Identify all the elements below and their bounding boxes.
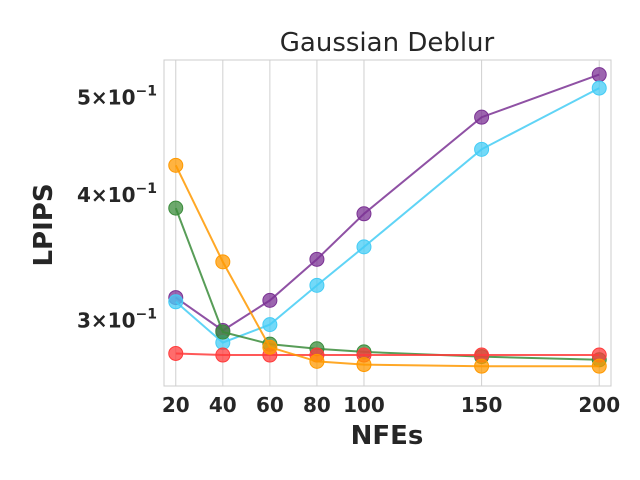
data-point: [356, 357, 372, 373]
data-point: [356, 239, 372, 255]
data-point: [474, 109, 490, 125]
data-point: [215, 254, 231, 270]
data-point: [262, 317, 278, 333]
data-point: [474, 141, 490, 157]
data-point: [309, 251, 325, 267]
y-tick-label: 4×10−1: [77, 181, 157, 207]
data-point: [591, 80, 607, 96]
data-point: [168, 294, 184, 310]
data-point: [356, 206, 372, 222]
x-tick-labels: 20 40 60 80 100 150 200: [162, 393, 620, 417]
x-tick-label: 150: [461, 393, 503, 417]
x-axis-label: NFEs: [351, 421, 424, 451]
data-point: [168, 200, 184, 216]
x-tick-label: 200: [578, 393, 620, 417]
y-axis-label: LPIPS: [29, 183, 59, 266]
series-5: [168, 157, 607, 374]
plot-area: [163, 59, 612, 387]
x-tick-label: 20: [162, 393, 190, 417]
data-point: [168, 345, 184, 361]
data-point: [168, 157, 184, 173]
data-point: [262, 339, 278, 355]
data-point: [591, 358, 607, 374]
series-2: [168, 80, 607, 351]
data-point: [309, 277, 325, 293]
data-point: [215, 347, 231, 363]
data-point: [591, 67, 607, 83]
series-layer: [168, 67, 607, 374]
y-tick-label: 3×10−1: [77, 306, 157, 332]
data-point: [474, 358, 490, 374]
x-tick-label: 80: [303, 393, 331, 417]
x-tick-label: 40: [209, 393, 237, 417]
y-tick-labels: 3×10−1 4×10−1 5×10−1: [77, 84, 157, 333]
x-tick-label: 60: [256, 393, 284, 417]
chart-title: Gaussian Deblur: [280, 28, 495, 58]
data-point: [215, 324, 231, 340]
data-point: [262, 292, 278, 308]
y-tick-label: 5×10−1: [77, 84, 157, 110]
x-tick-label: 100: [343, 393, 385, 417]
data-point: [309, 353, 325, 369]
